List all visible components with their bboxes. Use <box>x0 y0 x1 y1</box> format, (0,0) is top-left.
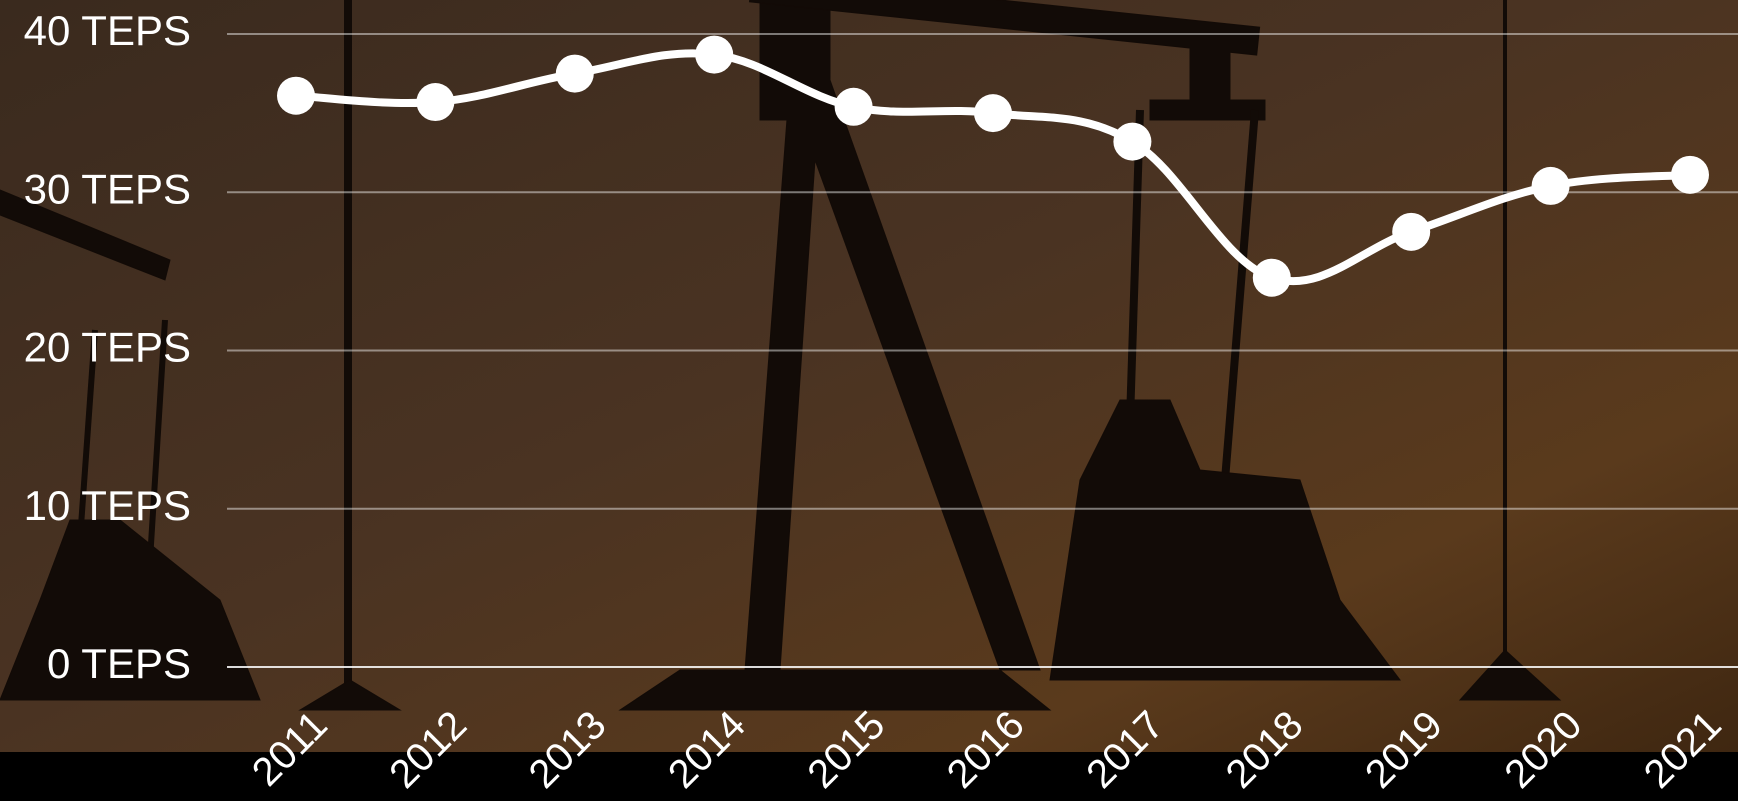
point <box>1253 259 1291 297</box>
y-tick-label: 10 TEPS <box>24 482 191 529</box>
y-tick-label: 40 TEPS <box>24 7 191 54</box>
point <box>1113 123 1151 161</box>
point <box>1532 167 1570 205</box>
point <box>1392 213 1430 251</box>
point <box>835 88 873 126</box>
point <box>277 77 315 115</box>
y-tick-label: 0 TEPS <box>47 640 191 687</box>
chart: 0 TEPS10 TEPS20 TEPS30 TEPS40 TEPS201120… <box>0 0 1738 801</box>
point <box>1671 156 1709 194</box>
y-tick-label: 20 TEPS <box>24 324 191 371</box>
point <box>974 94 1012 132</box>
point <box>556 55 594 93</box>
point <box>416 83 454 121</box>
y-tick-label: 30 TEPS <box>24 165 191 212</box>
page: {"chart_data": {"type": "line", "categor… <box>0 0 1738 801</box>
point <box>695 36 733 74</box>
